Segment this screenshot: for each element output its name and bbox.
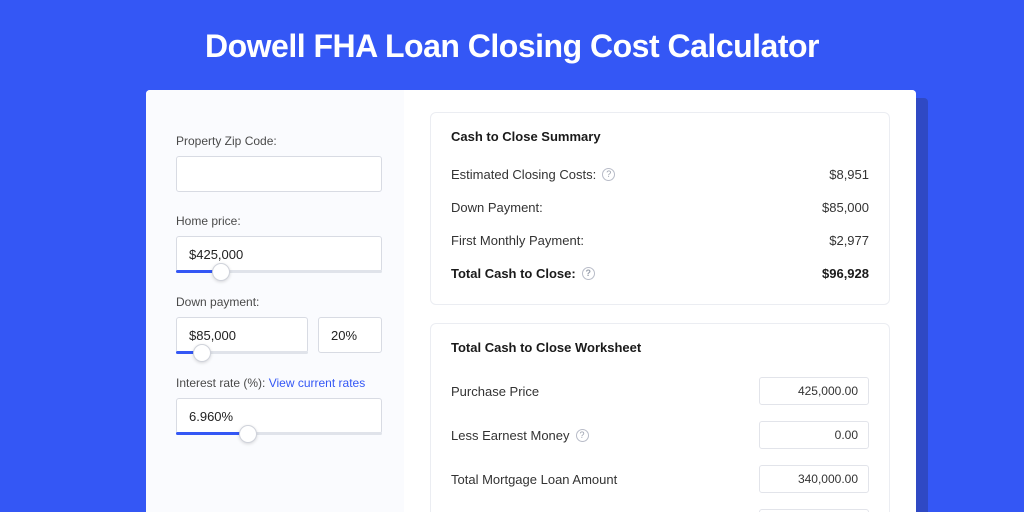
worksheet-value-input[interactable] xyxy=(759,377,869,405)
worksheet-value-input[interactable] xyxy=(759,465,869,493)
worksheet-card: Total Cash to Close Worksheet Purchase P… xyxy=(430,323,890,512)
worksheet-row-label: Less Earnest Money? xyxy=(451,428,589,443)
view-rates-link[interactable]: View current rates xyxy=(269,376,366,390)
summary-row: Total Cash to Close:? $96,928 xyxy=(451,257,869,290)
field-home-price: Home price: xyxy=(176,214,382,273)
worksheet-row-label: Total Mortgage Loan Amount xyxy=(451,472,617,487)
slider-thumb-icon[interactable] xyxy=(212,263,230,281)
page-title: Dowell FHA Loan Closing Cost Calculator xyxy=(0,0,1024,65)
results-panel: Cash to Close Summary Estimated Closing … xyxy=(404,90,916,512)
input-panel: Property Zip Code: Home price: Down paym… xyxy=(146,90,404,512)
summary-card: Cash to Close Summary Estimated Closing … xyxy=(430,112,890,305)
worksheet-title: Total Cash to Close Worksheet xyxy=(451,340,869,355)
summary-row: First Monthly Payment: $2,977 xyxy=(451,224,869,257)
down-payment-label: Down payment: xyxy=(176,295,382,309)
summary-row-value: $8,951 xyxy=(829,167,869,182)
down-payment-slider[interactable] xyxy=(176,351,308,354)
zip-label: Property Zip Code: xyxy=(176,134,382,148)
summary-row-value: $85,000 xyxy=(822,200,869,215)
summary-row: Down Payment: $85,000 xyxy=(451,191,869,224)
worksheet-row: Less Earnest Money? xyxy=(451,413,869,457)
worksheet-row: Purchase Price xyxy=(451,369,869,413)
summary-row-label: Total Cash to Close:? xyxy=(451,266,595,281)
worksheet-row: Total Second Mortgage Amount? xyxy=(451,501,869,512)
slider-thumb-icon[interactable] xyxy=(239,425,257,443)
calculator-card: Property Zip Code: Home price: Down paym… xyxy=(146,90,916,512)
worksheet-row: Total Mortgage Loan Amount xyxy=(451,457,869,501)
interest-slider[interactable] xyxy=(176,432,382,435)
summary-row-value: $96,928 xyxy=(822,266,869,281)
interest-label: Interest rate (%): View current rates xyxy=(176,376,382,390)
summary-row-label: Estimated Closing Costs:? xyxy=(451,167,615,182)
worksheet-value-input[interactable] xyxy=(759,421,869,449)
field-zip: Property Zip Code: xyxy=(176,134,382,192)
slider-thumb-icon[interactable] xyxy=(193,344,211,362)
help-icon[interactable]: ? xyxy=(576,429,589,442)
zip-input[interactable] xyxy=(176,156,382,192)
home-price-input[interactable] xyxy=(176,236,382,272)
summary-row-value: $2,977 xyxy=(829,233,869,248)
interest-label-text: Interest rate (%): xyxy=(176,376,265,390)
summary-title: Cash to Close Summary xyxy=(451,129,869,144)
worksheet-row-label: Purchase Price xyxy=(451,384,539,399)
field-down-payment: Down payment: xyxy=(176,295,382,354)
summary-row-label: Down Payment: xyxy=(451,200,543,215)
help-icon[interactable]: ? xyxy=(602,168,615,181)
help-icon[interactable]: ? xyxy=(582,267,595,280)
summary-row-label: First Monthly Payment: xyxy=(451,233,584,248)
summary-row: Estimated Closing Costs:? $8,951 xyxy=(451,158,869,191)
field-interest-rate: Interest rate (%): View current rates xyxy=(176,376,382,435)
home-price-slider[interactable] xyxy=(176,270,382,273)
interest-input[interactable] xyxy=(176,398,382,434)
home-price-label: Home price: xyxy=(176,214,382,228)
down-payment-pct-input[interactable] xyxy=(318,317,382,353)
